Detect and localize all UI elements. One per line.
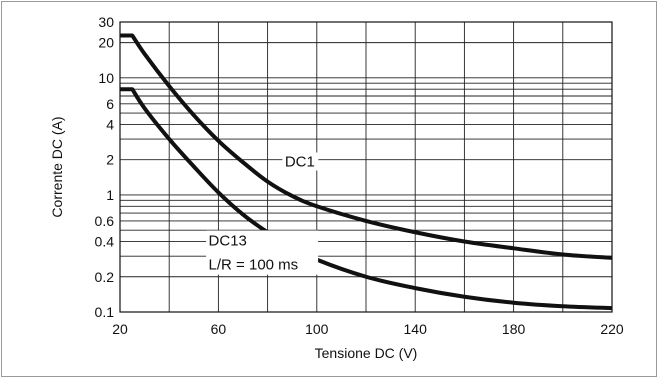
y-tick-label: 20 <box>98 35 114 51</box>
y-tick-label: 6 <box>106 96 114 112</box>
dc1-label-bg <box>282 152 319 171</box>
dc1-series-label: DC1 <box>285 153 315 170</box>
series-line-dc1 <box>120 33 613 260</box>
x-tick-labels: 20 60 100 140 180 220 <box>112 321 624 337</box>
x-tick-label: 100 <box>305 321 329 337</box>
dc13-series-sublabel: L/R = 100 ms <box>209 257 299 274</box>
x-tick-label: 60 <box>211 321 227 337</box>
y-tick-label: 4 <box>106 116 114 132</box>
dc13-label-bg <box>206 230 319 275</box>
x-tick-label: 180 <box>502 321 526 337</box>
y-axis-title: Corrente DC (A) <box>49 116 65 217</box>
plot-area-border <box>119 21 613 313</box>
y-tick-label: 10 <box>98 70 114 86</box>
y-tick-label: 0.4 <box>95 234 115 250</box>
y-tick-label: 30 <box>98 14 114 30</box>
x-axis-title: Tensione DC (V) <box>315 345 418 361</box>
x-tick-label: 220 <box>600 321 624 337</box>
x-tick-label: 140 <box>404 321 428 337</box>
y-tick-label: 1 <box>106 187 114 203</box>
y-tick-labels: 0.1 0.2 0.4 0.6 1 2 4 6 10 20 30 <box>95 14 115 320</box>
y-tick-label: 0.2 <box>95 269 115 285</box>
y-tick-label: 2 <box>106 152 114 168</box>
dc13-series-label: DC13 <box>209 232 247 249</box>
y-tick-label: 0.1 <box>95 304 115 320</box>
x-tick-label: 20 <box>112 321 128 337</box>
y-tick-label: 0.6 <box>95 213 115 229</box>
